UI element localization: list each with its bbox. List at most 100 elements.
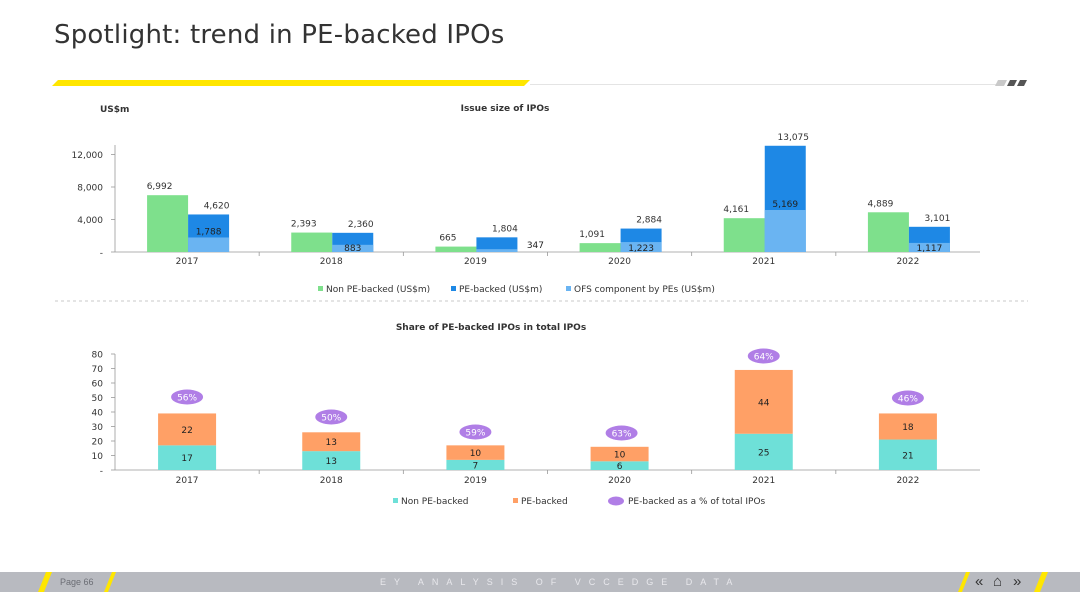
data-label-pe: 44: [758, 398, 770, 408]
home-button[interactable]: ⌂: [993, 573, 1003, 590]
legend-label: Non PE-backed: [401, 497, 468, 507]
data-label-ofs: 1,117: [917, 244, 943, 254]
x-tick-label: 2017: [176, 476, 199, 486]
legend-label: PE-backed: [521, 497, 568, 507]
x-tick-label: 2018: [320, 476, 343, 486]
data-label-pe: 18: [902, 423, 914, 433]
y-tick-label: 30: [92, 423, 104, 433]
data-label-non-pe: 7: [473, 461, 479, 471]
data-label-pe: 2,360: [348, 220, 374, 230]
y-tick-label: 40: [92, 409, 104, 419]
data-label-non-pe: 6: [617, 462, 623, 472]
data-label-pe: 10: [470, 449, 482, 459]
pct-label: 63%: [612, 430, 632, 440]
data-label-non-pe: 2,393: [291, 220, 317, 230]
pct-bubble-2017: [171, 389, 204, 405]
prev-page-button[interactable]: «: [975, 573, 984, 590]
data-label-non-pe: 665: [439, 234, 456, 244]
data-label-ofs: 883: [344, 244, 361, 254]
bar-non-pe-2018: [291, 232, 333, 252]
y-tick-label: 80: [92, 351, 104, 361]
bar-ofs-2018: [332, 244, 374, 252]
data-label-pe: 1,804: [492, 224, 518, 234]
pct-label: 64%: [754, 353, 774, 363]
data-label-non-pe: 1,091: [579, 230, 605, 240]
pct-label: 50%: [321, 414, 341, 424]
legend-swatch: [451, 286, 456, 291]
bar-ofs-2017: [188, 237, 230, 252]
y-tick-label: 20: [92, 438, 104, 448]
bar-non-pe-2022: [878, 439, 937, 470]
bar-pe-2022: [878, 413, 937, 440]
y-axis-label: US$m: [100, 105, 129, 115]
footer-source-text: EY ANALYSIS OF VCCEDGE DATA: [380, 577, 741, 587]
bar-non-pe-2017: [147, 195, 189, 252]
y-tick-label: 8,000: [77, 184, 103, 194]
y-tick-label: 4,000: [77, 216, 103, 226]
legend-label: Non PE-backed (US$m): [326, 285, 430, 295]
legend-swatch: [608, 496, 624, 506]
x-tick-label: 2021: [752, 257, 775, 267]
data-label-non-pe: 21: [902, 451, 913, 461]
x-tick-label: 2022: [896, 476, 919, 486]
pct-label: 59%: [465, 429, 485, 439]
x-tick-label: 2022: [896, 257, 919, 267]
data-label-ofs: 347: [527, 241, 544, 251]
y-tick-label: 12,000: [72, 151, 104, 161]
bar-non-pe-2019: [435, 246, 477, 252]
data-label-non-pe: 17: [181, 454, 192, 464]
y-tick-label: -: [100, 249, 103, 259]
chart-title: Issue size of IPOs: [461, 104, 550, 114]
bar-non-pe-2020: [579, 243, 621, 252]
bar-ofs-2021: [764, 210, 806, 252]
legend-label: OFS component by PEs (US$m): [574, 285, 715, 295]
data-label-non-pe: 4,889: [868, 199, 894, 209]
issue-size-chart: US$m Issue size of IPOs - 4,000 8,000 12,000 2…: [72, 104, 980, 295]
y-tick-label: -: [100, 467, 103, 477]
data-label-non-pe: 6,992: [147, 182, 173, 192]
page-number: Page 66: [60, 577, 94, 587]
pct-bubble-2020: [605, 425, 638, 441]
next-page-button[interactable]: »: [1013, 573, 1022, 590]
data-label-ofs: 5,169: [772, 200, 798, 210]
bar-pe-2021: [734, 369, 793, 434]
legend-swatch: [393, 498, 398, 503]
y-tick-label: 70: [92, 365, 104, 375]
bar-pe-2019: [446, 445, 505, 460]
pct-label: 56%: [177, 394, 197, 404]
pct-bubble-2022: [891, 390, 924, 406]
legend-swatch: [513, 498, 518, 503]
footer-accents: [38, 572, 1048, 592]
bar-pe-2017: [158, 413, 217, 446]
bar-pe-2020: [590, 446, 649, 462]
data-label-pe: 4,620: [204, 201, 230, 211]
pe-share-chart: Share of PE-backed IPOs in total IPOs - 10…: [92, 323, 980, 507]
x-tick-label: 2019: [464, 476, 487, 486]
bar-non-pe-2020: [590, 461, 649, 470]
bar-non-pe-2021: [734, 433, 793, 470]
bar-ofs-2020: [620, 242, 662, 252]
pct-bubble-2018: [315, 409, 348, 425]
y-tick-label: 50: [92, 394, 104, 404]
x-tick-label: 2021: [752, 476, 775, 486]
bar-pe-2018: [302, 432, 361, 452]
data-label-non-pe: 25: [758, 448, 769, 458]
data-label-pe: 10: [614, 451, 626, 461]
data-label-pe: 3,101: [925, 214, 951, 224]
data-label-pe: 13: [326, 438, 337, 448]
data-label-pe: 2,884: [636, 216, 662, 226]
data-label-non-pe: 13: [326, 457, 337, 467]
bar-ofs-2019: [476, 249, 518, 252]
data-label-ofs: 1,223: [628, 244, 654, 254]
legend-swatch: [566, 286, 571, 291]
chart-title: Share of PE-backed IPOs in total IPOs: [396, 323, 586, 333]
section-divider: [55, 300, 1028, 302]
bar-pe-2019: [476, 237, 518, 252]
bar-ofs-2022: [908, 242, 950, 252]
bar-non-pe-2021: [723, 218, 765, 252]
data-label-pe: 13,075: [778, 133, 810, 143]
pct-bubble-2019: [459, 424, 492, 440]
y-tick-label: 10: [92, 452, 104, 462]
legend-label: PE-backed as a % of total IPOs: [628, 497, 766, 507]
legend-swatch: [318, 286, 323, 291]
